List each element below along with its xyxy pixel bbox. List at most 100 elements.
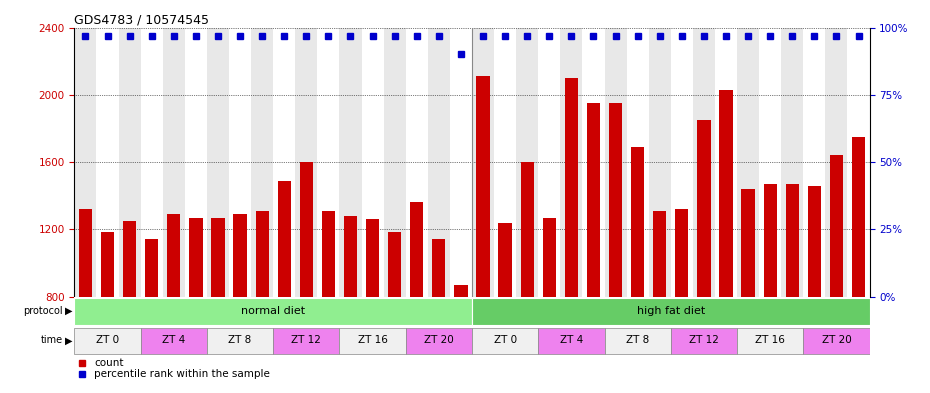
Bar xyxy=(741,189,755,297)
Bar xyxy=(538,28,560,297)
Bar xyxy=(119,28,140,297)
Bar xyxy=(428,28,450,297)
Text: ZT 4: ZT 4 xyxy=(162,335,185,345)
Bar xyxy=(627,28,649,297)
Text: ▶: ▶ xyxy=(64,306,72,316)
Bar xyxy=(339,28,362,297)
Bar xyxy=(344,216,357,297)
Bar xyxy=(804,28,826,297)
Bar xyxy=(273,328,339,354)
Bar xyxy=(74,28,97,297)
Text: ▶: ▶ xyxy=(64,335,72,345)
Bar xyxy=(74,298,472,325)
Bar xyxy=(604,28,627,297)
Bar xyxy=(516,28,538,297)
Bar xyxy=(737,28,759,297)
Bar xyxy=(410,202,423,297)
Text: ZT 0: ZT 0 xyxy=(96,335,119,345)
Bar xyxy=(296,28,317,297)
Text: high fat diet: high fat diet xyxy=(637,306,705,316)
Bar xyxy=(560,28,582,297)
Bar xyxy=(498,222,512,297)
Bar xyxy=(582,28,604,297)
Bar xyxy=(167,214,180,297)
Bar xyxy=(190,219,203,297)
Bar xyxy=(206,328,273,354)
Text: ZT 8: ZT 8 xyxy=(229,335,252,345)
Text: ZT 12: ZT 12 xyxy=(291,335,321,345)
Bar xyxy=(277,180,291,297)
Bar xyxy=(826,28,847,297)
Text: ZT 8: ZT 8 xyxy=(626,335,649,345)
Text: protocol: protocol xyxy=(23,306,62,316)
Bar xyxy=(675,209,688,297)
Bar xyxy=(317,28,339,297)
Bar xyxy=(206,28,229,297)
Bar xyxy=(698,120,711,297)
Bar xyxy=(123,221,136,297)
Text: normal diet: normal diet xyxy=(241,306,305,316)
Bar xyxy=(786,184,799,297)
Bar xyxy=(256,211,269,297)
Bar xyxy=(808,185,821,297)
Bar xyxy=(366,219,379,297)
Bar xyxy=(852,137,865,297)
Bar xyxy=(543,218,556,297)
Bar xyxy=(432,239,445,297)
Text: GDS4783 / 10574545: GDS4783 / 10574545 xyxy=(74,13,209,26)
Bar xyxy=(472,28,494,297)
Bar xyxy=(715,28,737,297)
Bar xyxy=(521,162,534,297)
Bar xyxy=(455,285,468,297)
Bar xyxy=(693,28,715,297)
Bar xyxy=(649,28,671,297)
Bar xyxy=(450,28,472,297)
Bar xyxy=(322,211,335,297)
Bar xyxy=(737,328,804,354)
Bar xyxy=(185,28,206,297)
Bar xyxy=(631,147,644,297)
Text: ZT 4: ZT 4 xyxy=(560,335,583,345)
Bar xyxy=(847,28,870,297)
Bar xyxy=(781,28,804,297)
Bar xyxy=(472,298,870,325)
Bar xyxy=(79,209,92,297)
Bar xyxy=(720,90,733,297)
Bar xyxy=(388,232,402,297)
Text: ZT 20: ZT 20 xyxy=(821,335,851,345)
Bar xyxy=(804,328,870,354)
Bar xyxy=(830,155,844,297)
Bar xyxy=(494,28,516,297)
Bar xyxy=(671,28,693,297)
Bar xyxy=(764,184,777,297)
Bar xyxy=(759,28,781,297)
Bar xyxy=(472,328,538,354)
Bar xyxy=(653,211,667,297)
Bar xyxy=(140,328,206,354)
Bar xyxy=(405,28,428,297)
Text: ZT 16: ZT 16 xyxy=(358,335,388,345)
Bar xyxy=(604,328,671,354)
Text: time: time xyxy=(40,335,62,345)
Bar xyxy=(362,28,384,297)
Text: count: count xyxy=(94,358,124,368)
Bar xyxy=(163,28,185,297)
Bar xyxy=(145,239,158,297)
Bar xyxy=(233,214,246,297)
Bar xyxy=(339,328,405,354)
Bar xyxy=(587,103,600,297)
Bar xyxy=(97,28,119,297)
Text: ZT 12: ZT 12 xyxy=(689,335,719,345)
Bar xyxy=(211,218,225,297)
Text: ZT 0: ZT 0 xyxy=(494,335,517,345)
Bar xyxy=(140,28,163,297)
Bar xyxy=(229,28,251,297)
Text: ZT 20: ZT 20 xyxy=(424,335,454,345)
Text: ZT 16: ZT 16 xyxy=(755,335,785,345)
Bar xyxy=(405,328,472,354)
Text: percentile rank within the sample: percentile rank within the sample xyxy=(94,369,270,379)
Bar xyxy=(100,232,114,297)
Bar xyxy=(476,76,490,297)
Bar xyxy=(565,78,578,297)
Bar xyxy=(384,28,405,297)
